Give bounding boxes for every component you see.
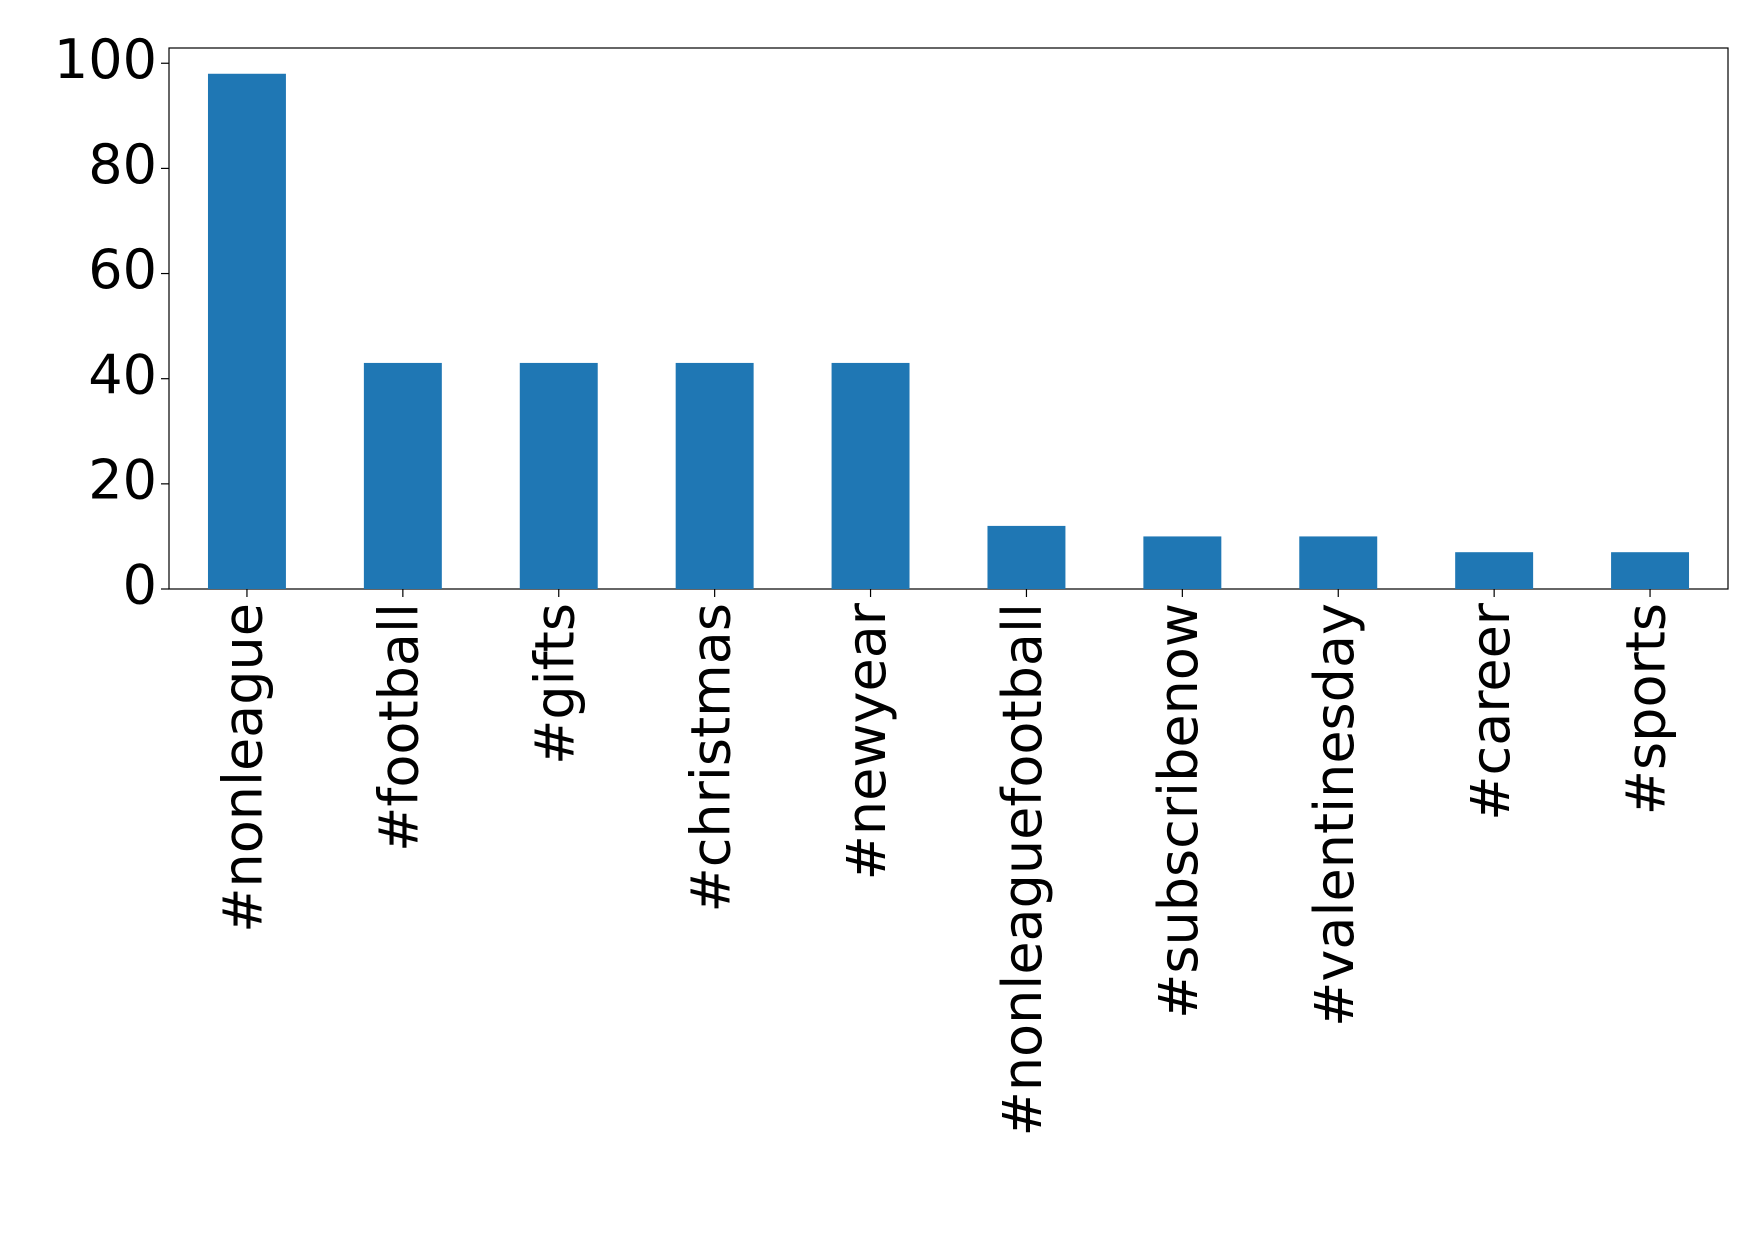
y-tick-label: 100	[54, 28, 157, 91]
x-tick-label: #christmas	[679, 603, 742, 913]
bar	[363, 362, 442, 589]
plot-frame	[168, 47, 1729, 590]
y-tick-label: 40	[88, 343, 157, 406]
x-tick-label: #sports	[1615, 603, 1678, 815]
bar	[987, 525, 1066, 589]
bar	[1143, 536, 1222, 589]
bar	[1455, 552, 1534, 589]
bar	[519, 362, 598, 589]
x-tick-label: #football	[367, 603, 430, 852]
y-tick-label: 60	[88, 238, 157, 301]
y-tick-label: 20	[88, 448, 157, 511]
bar	[831, 362, 910, 589]
y-tick-label: 0	[123, 554, 157, 617]
bar	[1611, 552, 1690, 589]
y-tick-label: 80	[88, 133, 157, 196]
bar	[1299, 536, 1378, 589]
x-tick-label: #nonleaguefootball	[991, 603, 1054, 1136]
x-tick-label: #gifts	[523, 603, 586, 765]
bar	[207, 73, 286, 589]
x-tick-label: #subscribenow	[1147, 603, 1210, 1019]
x-tick-label: #nonleague	[212, 603, 275, 933]
bar	[675, 362, 754, 589]
x-tick-label: #valentinesday	[1303, 603, 1366, 1027]
x-tick-label: #career	[1459, 602, 1522, 820]
x-tick-label: #newyear	[835, 602, 898, 880]
